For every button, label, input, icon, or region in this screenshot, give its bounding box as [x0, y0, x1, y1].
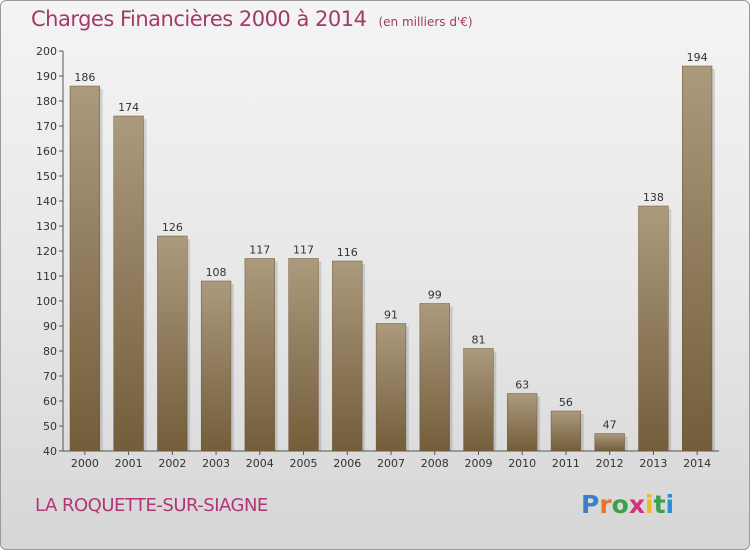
logo-letter: o [611, 490, 629, 519]
logo-letter: t [653, 490, 666, 519]
chart-subtitle: (en milliers d'€) [378, 15, 473, 29]
x-tick-label-2013: 2013 [639, 457, 667, 470]
value-label-2014: 194 [687, 51, 708, 64]
value-label-2009: 81 [471, 334, 485, 347]
bar-2008 [419, 303, 450, 452]
x-tick-label-2008: 2008 [421, 457, 449, 470]
value-label-2008: 99 [428, 289, 442, 302]
y-tick-label: 100 [36, 295, 57, 308]
y-tick-label: 50 [43, 420, 57, 433]
x-tick-label-2009: 2009 [464, 457, 492, 470]
bar-2005 [288, 258, 319, 452]
logo-letter: i [645, 490, 654, 519]
value-label-2007: 91 [384, 309, 398, 322]
value-label-2001: 174 [118, 101, 139, 114]
bar-2009 [463, 348, 494, 452]
x-tick-label-2005: 2005 [290, 457, 318, 470]
bar-2010 [507, 393, 538, 452]
y-tick-label: 180 [36, 95, 57, 108]
bar-2007 [375, 323, 407, 452]
value-label-2013: 138 [643, 191, 664, 204]
bar-2012 [594, 433, 625, 452]
bar-2011 [550, 410, 582, 452]
bar-2014 [682, 65, 713, 452]
bar-2004 [244, 258, 275, 452]
bar-2001 [113, 115, 144, 452]
y-tick-label: 190 [36, 70, 57, 83]
y-tick-label: 150 [36, 170, 57, 183]
value-label-2011: 56 [559, 396, 573, 409]
value-label-2002: 126 [162, 221, 183, 234]
y-tick-label: 200 [36, 45, 57, 58]
proxiti-logo: Proxiti [581, 490, 674, 519]
y-tick-label: 60 [43, 395, 57, 408]
chart-title: Charges Financières 2000 à 2014 [31, 7, 367, 31]
value-label-2005: 117 [293, 244, 314, 257]
y-tick-label: 110 [36, 270, 57, 283]
y-tick-label: 130 [36, 220, 57, 233]
bar-2003 [200, 280, 232, 452]
bar-2002 [157, 235, 188, 452]
logo-letter: i [665, 490, 675, 519]
value-label-2000: 186 [74, 71, 95, 84]
x-tick-label-2012: 2012 [596, 457, 624, 470]
x-tick-label-2006: 2006 [333, 457, 361, 470]
logo-letter: r [599, 490, 612, 519]
value-label-2003: 108 [206, 266, 227, 279]
x-tick-label-2000: 2000 [71, 457, 99, 470]
value-label-2006: 116 [337, 246, 358, 259]
y-tick-label: 70 [43, 370, 57, 383]
bar-2000 [69, 85, 100, 452]
x-tick-label-2004: 2004 [246, 457, 274, 470]
value-label-2012: 47 [603, 419, 617, 432]
x-tick-label-2007: 2007 [377, 457, 405, 470]
y-tick-label: 120 [36, 245, 57, 258]
x-tick-label-2001: 2001 [115, 457, 143, 470]
logo-letter: P [581, 490, 600, 519]
x-tick-label-2014: 2014 [683, 457, 711, 470]
bar-2013 [638, 205, 669, 452]
bars: 186 174 126 108 117 117 116 91 99 81 63 56 47 138 194 [69, 51, 716, 452]
value-label-2004: 117 [249, 244, 270, 257]
x-tick-label-2003: 2003 [202, 457, 230, 470]
axes: 40 50 60 70 80 90 100 110 120 130 140 150 160 170 180 1… [36, 45, 719, 470]
y-tick-label: 140 [36, 195, 57, 208]
y-tick-label: 170 [36, 120, 57, 133]
x-tick-label-2010: 2010 [508, 457, 536, 470]
x-tick-label-2002: 2002 [158, 457, 186, 470]
x-tick-label-2011: 2011 [552, 457, 580, 470]
commune-name: LA ROQUETTE-SUR-SIAGNE [35, 495, 268, 516]
bar-2006 [332, 260, 363, 452]
title-row: Charges Financières 2000 à 2014 (en milli… [31, 7, 473, 31]
y-tick-label: 80 [43, 345, 57, 358]
y-tick-label: 90 [43, 320, 57, 333]
y-tick-label: 40 [43, 445, 57, 458]
logo-letter: x [628, 490, 645, 519]
value-label-2010: 63 [515, 379, 529, 392]
y-tick-label: 160 [36, 145, 57, 158]
